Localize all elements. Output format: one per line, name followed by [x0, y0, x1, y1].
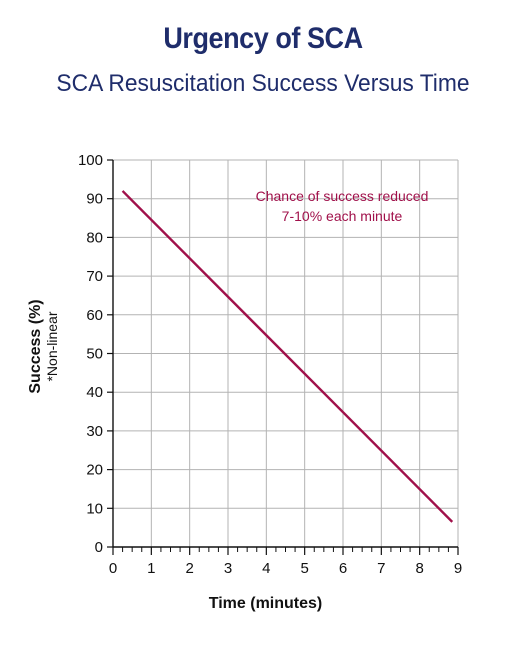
x-tick-label-4: 4 [262, 560, 270, 577]
x-tick-label-2: 2 [185, 560, 193, 577]
x-tick-label-6: 6 [339, 560, 347, 577]
y-tick-label-10: 10 [86, 500, 103, 517]
y-tick-label-50: 50 [86, 346, 103, 363]
x-axis-title: Time (minutes) [209, 595, 323, 612]
x-tick-label-7: 7 [377, 560, 385, 577]
grid-lines [113, 159, 459, 547]
x-tick-label-5: 5 [300, 560, 308, 577]
x-tick-label-1: 1 [147, 560, 155, 577]
chart-title: Urgency of SCA [163, 22, 363, 55]
y-tick-label-0: 0 [95, 539, 103, 556]
y-tick-label-80: 80 [86, 229, 103, 246]
x-tick-label-9: 9 [454, 560, 462, 577]
y-tick-label-90: 90 [86, 191, 103, 208]
y-tick-label-70: 70 [86, 268, 103, 285]
x-tick-label-8: 8 [415, 560, 423, 577]
axes [107, 159, 459, 555]
annotation-line-1: Chance of success reduced [256, 188, 429, 204]
data-series [121, 190, 454, 523]
series-line-0 [121, 190, 454, 523]
x-tick-label-3: 3 [224, 560, 232, 577]
x-tick-label-0: 0 [109, 560, 117, 577]
y-axis-title: Success (%) [27, 299, 44, 393]
tick-labels: 0 10 20 30 40 50 60 70 80 90 100 0 1 2 3 4 5 6 7 8 9 [78, 152, 462, 577]
y-tick-label-20: 20 [86, 462, 103, 479]
annotation-line-2: 7-10% each minute [282, 208, 403, 224]
chart-subtitle: SCA Resuscitation Success Versus Time [56, 70, 470, 97]
y-tick-label-40: 40 [86, 384, 103, 401]
y-axis-note: *Non-linear [44, 311, 60, 381]
y-tick-label-60: 60 [86, 307, 103, 324]
y-tick-label-100: 100 [78, 152, 103, 169]
y-tick-label-30: 30 [86, 423, 103, 440]
